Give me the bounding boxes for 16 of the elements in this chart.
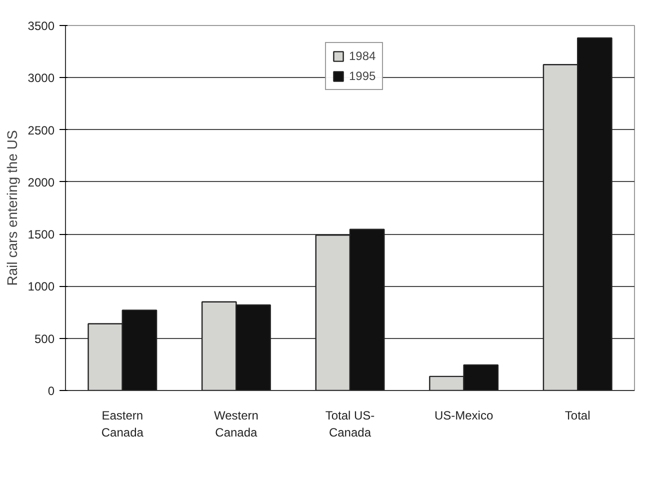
x-tick-label: Total <box>564 408 590 422</box>
x-tick-label: Eastern Canada <box>101 408 144 440</box>
x-tick-label: US-Mexico <box>434 408 494 422</box>
y-axis-title: Rail cars entering the US <box>4 130 20 286</box>
y-tick-label: 1500 <box>28 228 55 242</box>
legend-label: 1984 <box>349 49 376 63</box>
y-tick-label: 0 <box>48 384 55 398</box>
y-tick-label: 2500 <box>28 123 55 138</box>
x-tick-label: Total US- Canada <box>325 408 375 440</box>
legend-label: 1995 <box>349 69 376 83</box>
y-tick-label: 3500 <box>28 19 55 33</box>
y-tick-label: 2000 <box>28 175 55 190</box>
x-tick-label: Western Canada <box>214 408 258 440</box>
y-tick-label: 1000 <box>28 280 55 294</box>
y-tick-label: 3000 <box>28 71 55 86</box>
y-tick-label: 500 <box>34 332 55 346</box>
